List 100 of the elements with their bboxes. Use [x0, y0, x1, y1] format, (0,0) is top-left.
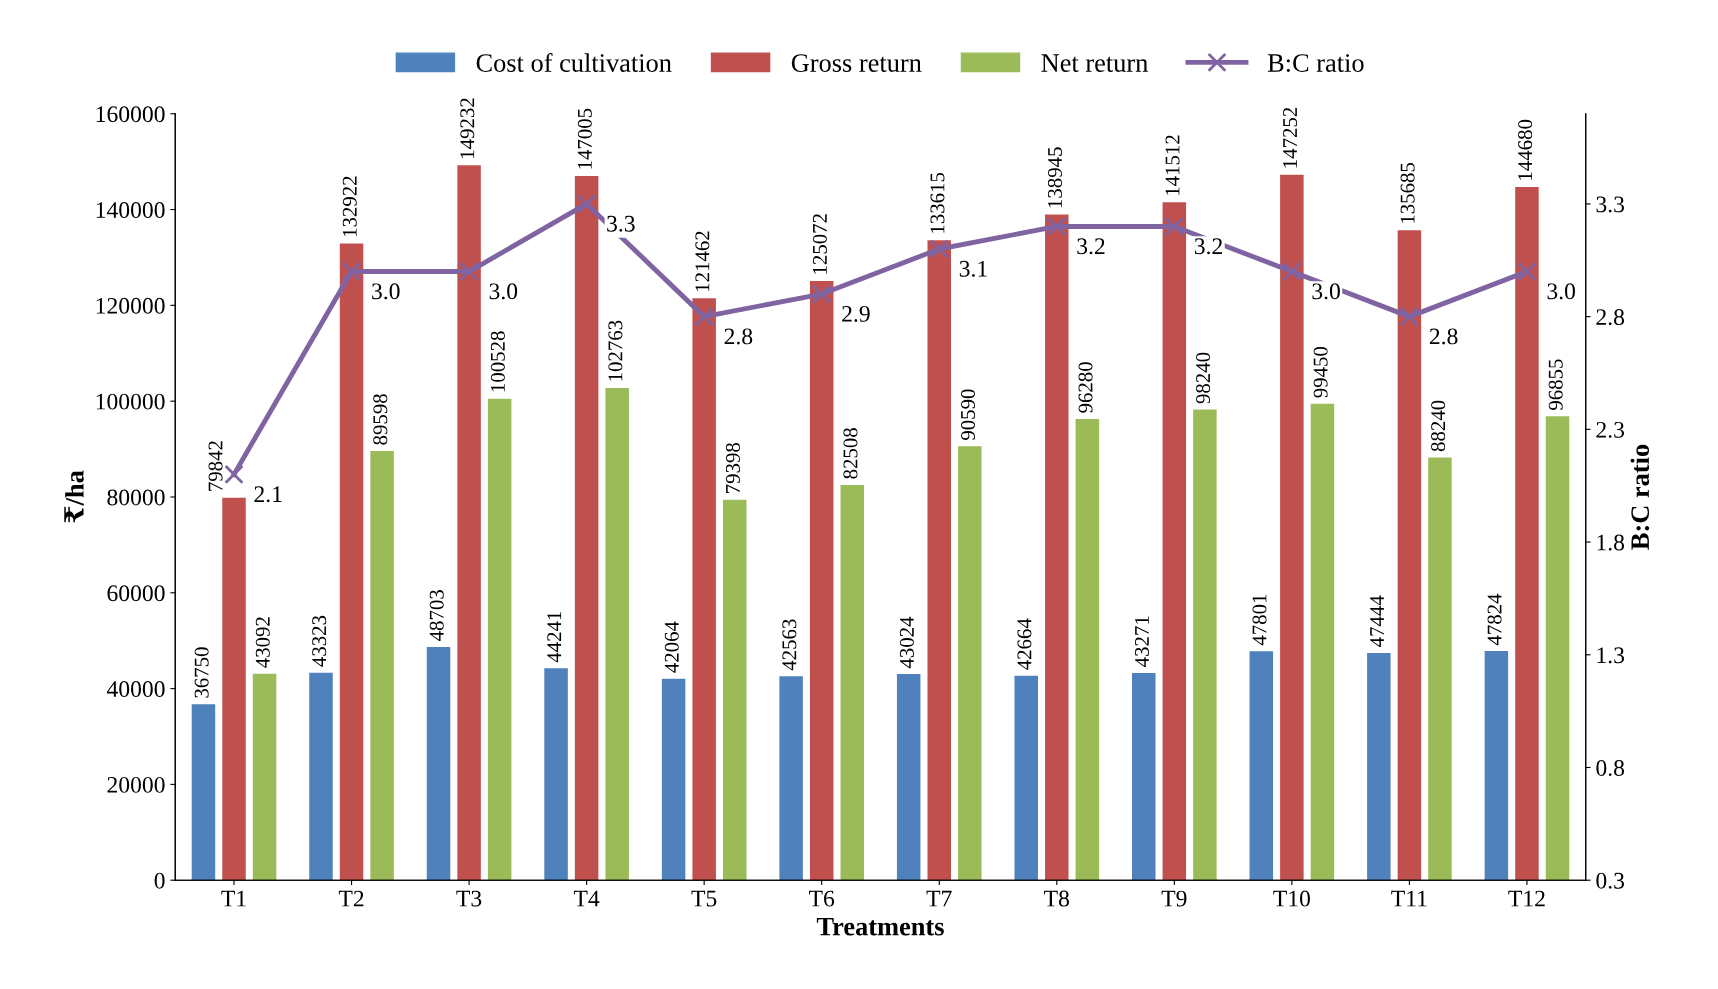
point [224, 464, 244, 485]
x-tick-label: T2 [338, 890, 364, 907]
data-label: 99450 [1313, 346, 1328, 398]
data-label: 2.8 [724, 328, 753, 345]
data-label: 3.0 [1547, 283, 1575, 300]
legend-label: Gross return [791, 54, 922, 72]
data-label: 144680 [1518, 119, 1533, 180]
data-label: 147005 [577, 108, 592, 169]
data-label: 42563 [782, 619, 797, 671]
point [459, 261, 479, 282]
data-label: 3.2 [1194, 238, 1222, 255]
data-label: 96280 [1078, 362, 1093, 413]
data-label: 36750 [194, 647, 209, 698]
data-label: 3.0 [1312, 283, 1340, 300]
bar [661, 678, 686, 881]
data-label: 47824 [1487, 593, 1502, 646]
data-label: 43024 [899, 616, 914, 669]
point [576, 194, 597, 214]
data-label: 102763 [608, 320, 623, 381]
x-tick-label: T8 [1044, 890, 1069, 907]
data-label: 100528 [490, 331, 505, 392]
point [341, 261, 362, 282]
data-label: 3.1 [959, 260, 987, 277]
data-label: 42064 [664, 621, 679, 673]
data-label: 90590 [960, 389, 976, 441]
bar [1484, 651, 1509, 881]
y-tick-label: 120000 [96, 297, 165, 314]
point [929, 239, 949, 259]
data-label: 47444 [1370, 595, 1384, 647]
data-label: 132922 [342, 176, 357, 237]
data-label: 2.8 [1429, 328, 1458, 345]
bar [1515, 187, 1539, 881]
bar [1397, 230, 1422, 881]
data-label: 47801 [1252, 594, 1267, 646]
data-label: 82508 [843, 428, 858, 479]
bar [457, 165, 481, 881]
bar [426, 646, 451, 881]
data-label: 88240 [1431, 400, 1446, 452]
bar [1014, 675, 1038, 881]
y-tick-label: 40000 [106, 681, 165, 698]
x-tick-label: T5 [691, 890, 717, 907]
point [1399, 306, 1420, 327]
point [811, 284, 832, 304]
data-label: 79398 [725, 443, 740, 493]
bar [574, 175, 599, 881]
y2-tick-label: 2.8 [1596, 309, 1625, 326]
legend-label: B:C ratio [1267, 54, 1364, 73]
data-label: 42664 [1017, 618, 1032, 670]
y2-tick-label: 2.3 [1596, 421, 1625, 438]
y2-tick-label: 1.3 [1597, 647, 1625, 664]
y-axis-title: ₹/ha [64, 470, 84, 523]
y-tick-label: 100000 [96, 393, 165, 410]
bar [1162, 202, 1187, 881]
point [1517, 261, 1537, 282]
bar [840, 484, 865, 881]
bar [927, 240, 951, 881]
y-tick-label: 0 [154, 872, 165, 889]
data-label: 43092 [255, 617, 270, 668]
x-tick-label: T1 [221, 890, 246, 907]
x-tick-label: T10 [1273, 890, 1310, 907]
x-tick-label: T9 [1161, 890, 1187, 907]
data-label: 3.0 [372, 283, 400, 300]
bar [722, 499, 747, 881]
data-label: 98240 [1196, 352, 1211, 404]
x-tick-label: T4 [573, 890, 600, 907]
bar [1280, 174, 1304, 881]
bar [692, 298, 716, 881]
bar [605, 387, 629, 881]
bar [1428, 457, 1452, 881]
point [694, 306, 714, 327]
y-tick-label: 140000 [96, 202, 165, 218]
x-tick-label: T12 [1508, 890, 1545, 907]
bar [222, 497, 246, 881]
y-tick-label: 20000 [107, 776, 165, 793]
y2-tick-label: 0.8 [1596, 759, 1625, 777]
bar [1367, 652, 1391, 881]
point [1047, 216, 1067, 237]
y-tick-label: 60000 [107, 585, 165, 602]
bar [779, 676, 803, 881]
data-label: 135685 [1400, 162, 1415, 223]
x-tick-label: T7 [926, 890, 952, 907]
y2-tick-label: 1.8 [1597, 534, 1625, 551]
y-tick-label: 80000 [107, 489, 165, 506]
y2-tick-label: 3.3 [1596, 196, 1625, 213]
y2-axis-title: B:C ratio [1630, 444, 1650, 550]
bar [191, 704, 216, 881]
bar [896, 674, 921, 881]
data-label: 147252 [1283, 107, 1298, 168]
bar [252, 673, 277, 881]
bar [1045, 214, 1069, 881]
data-label: 133615 [930, 172, 945, 233]
bar [1545, 416, 1570, 881]
bar [370, 450, 394, 881]
data-label: 43323 [312, 615, 327, 667]
data-label: 89598 [373, 394, 388, 445]
data-label: 3.0 [489, 283, 518, 300]
data-label: 2.1 [254, 486, 282, 503]
data-label: 125072 [812, 214, 827, 274]
legend-label: Net return [1041, 54, 1148, 72]
data-label: 44241 [547, 611, 562, 663]
